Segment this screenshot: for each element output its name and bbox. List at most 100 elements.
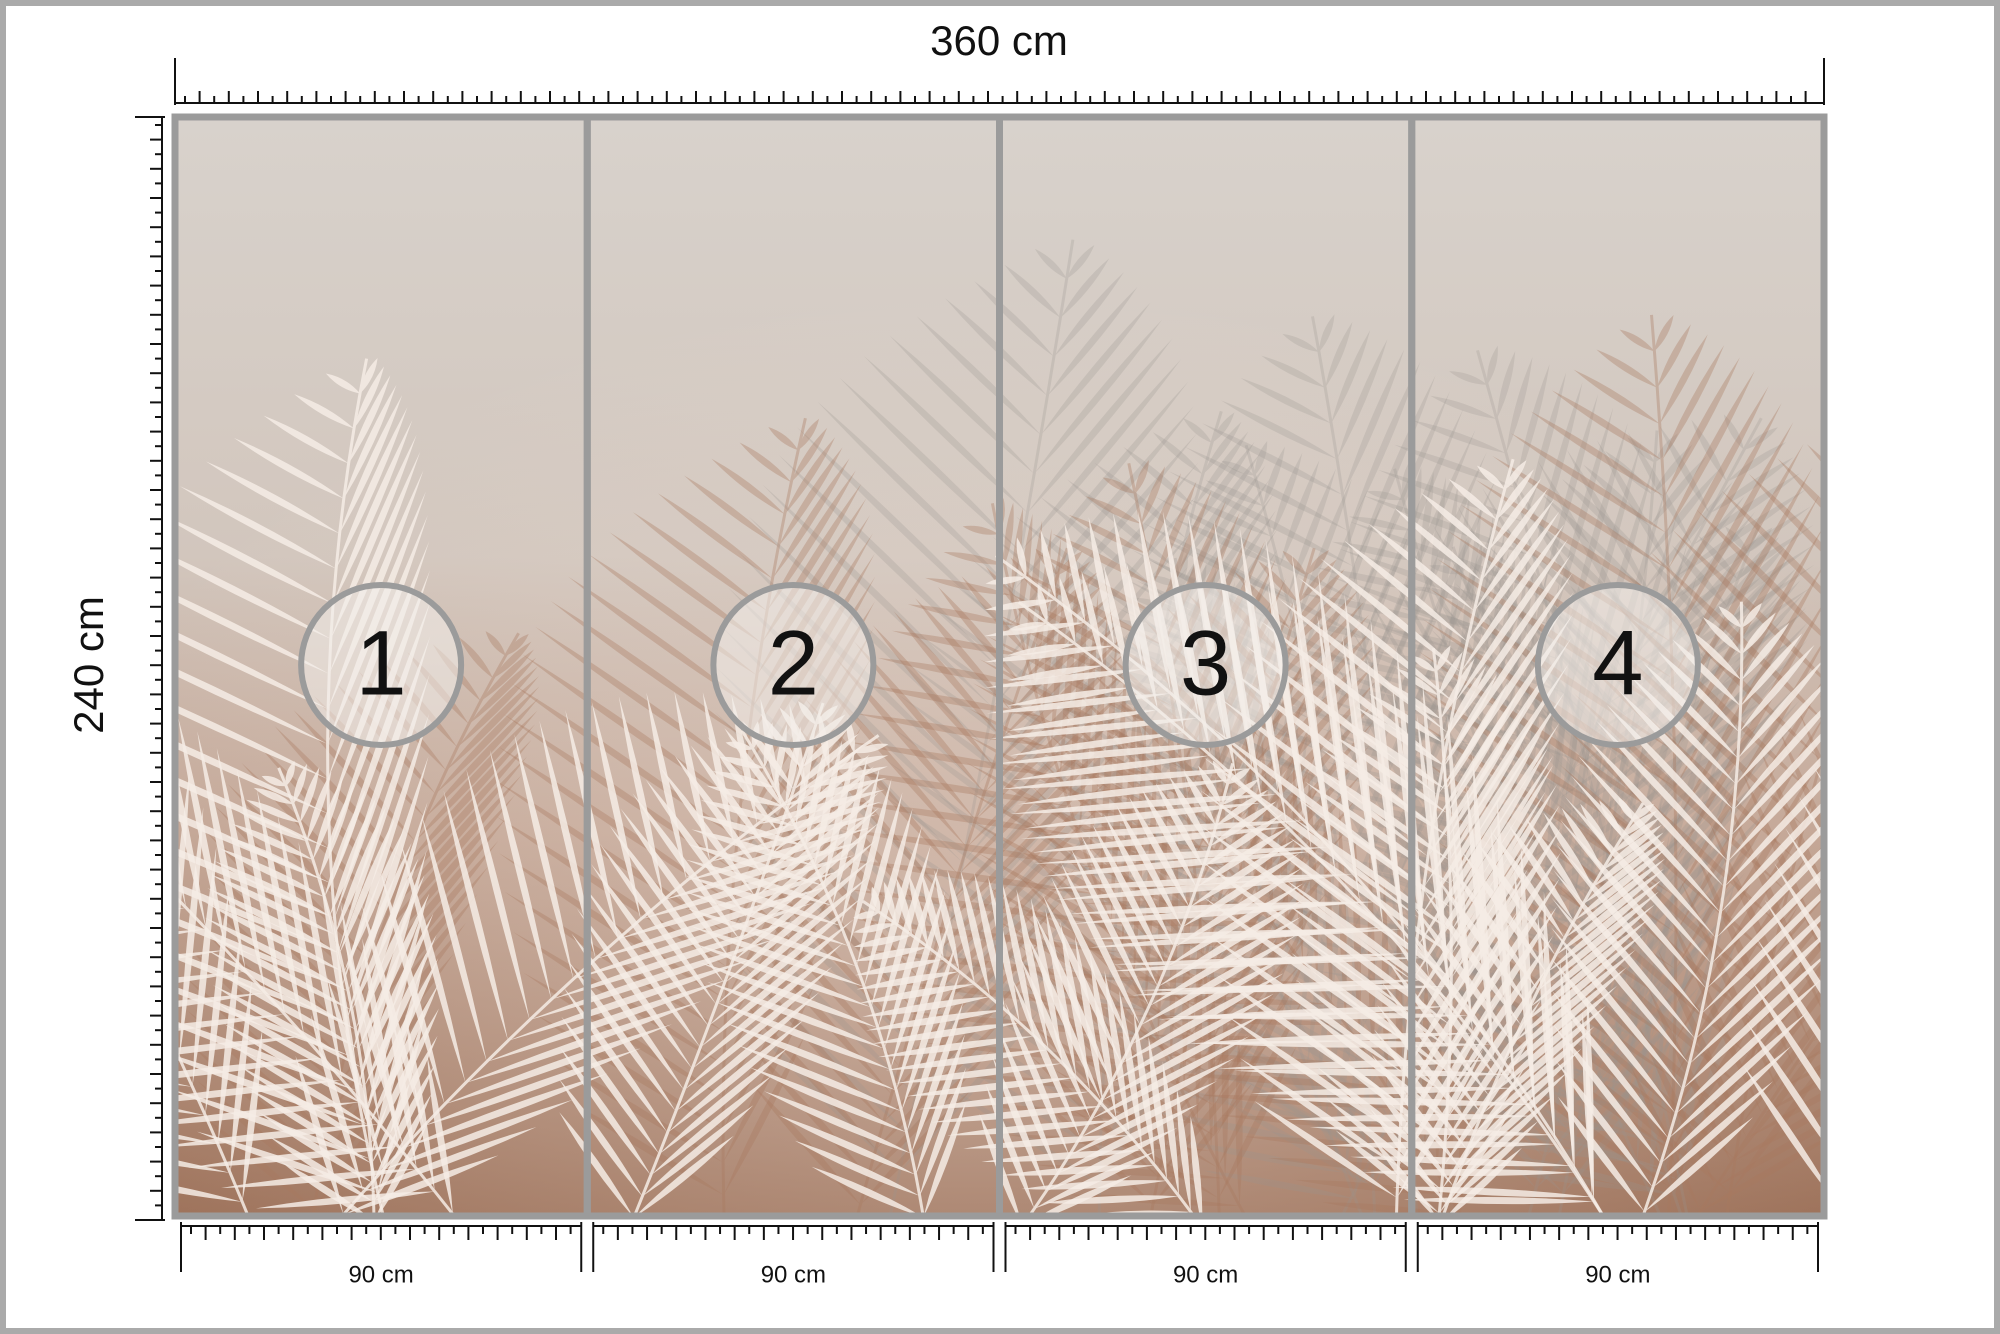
leaflet <box>1331 330 1371 424</box>
leaflet <box>1007 643 1076 656</box>
leaflet <box>663 840 864 900</box>
leaflet <box>878 1036 1035 1058</box>
leaflet <box>853 640 985 793</box>
leaflet <box>1654 315 1674 352</box>
leaflet <box>559 1079 643 1197</box>
leaflet <box>1741 622 1790 681</box>
leaflet <box>175 520 334 604</box>
leaflet <box>1645 678 1804 855</box>
leaflet <box>1410 655 1437 672</box>
leaflet <box>1675 978 1823 1114</box>
leaflet <box>1668 1011 1808 1139</box>
leaflet <box>505 634 529 656</box>
leaflet <box>1403 1197 1594 1205</box>
leaflet <box>854 947 928 962</box>
leaflet <box>1666 370 1755 533</box>
leaflet <box>992 1055 1047 1192</box>
leaflet <box>1744 427 1778 450</box>
leaflet <box>791 427 828 483</box>
leaflet <box>285 760 295 786</box>
leaflet <box>175 986 352 1057</box>
leaflet <box>1090 1036 1250 1120</box>
leaflet <box>1640 496 1745 623</box>
leaflet <box>1194 431 1249 507</box>
leaflet <box>1682 955 1824 1089</box>
leaflet <box>1668 913 1763 1115</box>
leaflet <box>947 869 975 984</box>
leaflet <box>977 852 1206 983</box>
leaflet <box>1053 272 1124 357</box>
leaflet <box>179 486 337 569</box>
leaflet <box>559 1112 633 1216</box>
leaflet <box>363 1127 537 1192</box>
leaflet <box>1047 286 1138 396</box>
leaflet <box>1740 1009 1824 1126</box>
leaflet <box>1735 1035 1824 1160</box>
leaflet <box>1560 819 1707 989</box>
leaflet <box>346 756 429 1022</box>
leaflet <box>1730 1062 1824 1193</box>
panel-width-label: 90 cm <box>1585 1261 1650 1288</box>
leaflet <box>1109 756 1249 990</box>
leaflet <box>1689 933 1824 1065</box>
leaflet <box>209 967 359 1049</box>
leaflet <box>1021 1180 1167 1190</box>
leaflet <box>1675 677 1824 933</box>
leaflet <box>659 1046 789 1154</box>
leaflet <box>667 1019 805 1133</box>
leaflet <box>218 1004 365 1087</box>
leaflet <box>1449 717 1535 861</box>
leaflet <box>1687 628 1742 681</box>
leaflet <box>1337 339 1388 460</box>
leaflet <box>1394 444 1516 488</box>
leaflet <box>425 697 539 818</box>
leaflet <box>1614 777 1779 967</box>
leaflet <box>1034 913 1112 1083</box>
leaflet <box>1724 777 1824 887</box>
leaflet <box>343 384 397 499</box>
leaflet <box>1675 525 1824 788</box>
leaflet <box>1565 943 1574 1166</box>
leaflet <box>261 775 287 787</box>
leaflet <box>961 576 1030 657</box>
leaflet <box>1436 645 1451 672</box>
leaflet <box>539 720 596 959</box>
leaflet <box>444 1024 672 1105</box>
leaflet <box>1221 460 1255 476</box>
leaflet <box>1716 823 1824 939</box>
leaflet <box>1332 734 1448 814</box>
leaflet <box>925 577 1012 596</box>
leaflet <box>871 1022 1020 1044</box>
leaflet <box>801 723 853 768</box>
leaflet <box>1504 460 1527 490</box>
leaflet <box>921 871 944 960</box>
panel-badge <box>710 582 877 748</box>
leaflet <box>1557 1096 1645 1212</box>
leaflet <box>1711 845 1824 964</box>
leaflet <box>1569 1025 1683 1165</box>
leaflet <box>923 1102 966 1216</box>
leaflet <box>1660 1046 1792 1164</box>
leaflet <box>901 943 957 1112</box>
leaflet <box>1085 496 1142 524</box>
leaflet <box>764 1091 912 1154</box>
leaflet <box>1154 496 1359 603</box>
leaflet <box>197 1131 378 1193</box>
leaflet <box>339 817 396 954</box>
leaflet <box>994 742 1226 764</box>
leaflet <box>1020 359 1182 552</box>
leaflet <box>1349 521 1543 591</box>
leaflet <box>1066 245 1095 279</box>
leaflet <box>1448 704 1527 837</box>
leaflet <box>1271 1097 1534 1106</box>
leaflet <box>1168 1012 1471 1020</box>
leaflet <box>1717 557 1791 635</box>
leaflet <box>466 769 530 1020</box>
leaflet <box>675 992 820 1112</box>
leaflet <box>1396 668 1439 696</box>
leaflet <box>1449 878 1560 1049</box>
leaflet <box>1046 1127 1178 1192</box>
leaflet <box>1313 765 1450 861</box>
